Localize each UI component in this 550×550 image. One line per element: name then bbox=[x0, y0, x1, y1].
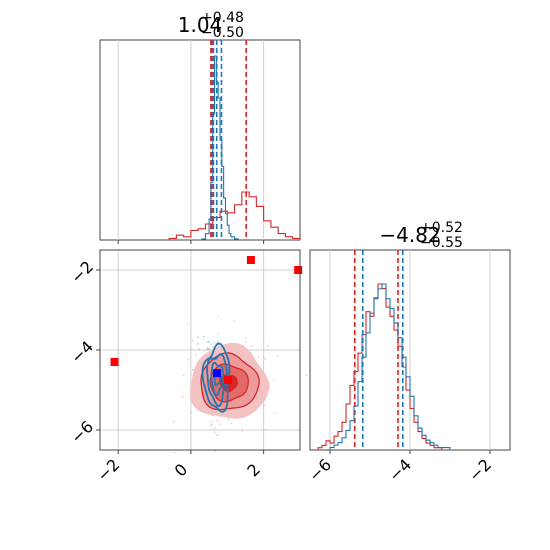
joint-scatter-red-62 bbox=[217, 315, 220, 318]
top-hist-series-0 bbox=[168, 191, 301, 240]
joint-scatter-blue-80 bbox=[208, 340, 211, 343]
joint-blue-contours bbox=[201, 342, 231, 413]
joint-marker-3 bbox=[224, 376, 232, 384]
joint-scatter-blue-62 bbox=[227, 418, 230, 421]
bottom-right-title-sup: +0.52 bbox=[420, 220, 463, 236]
joint-scatter-red-106 bbox=[266, 345, 269, 347]
joint-scatter-red-210 bbox=[216, 419, 219, 422]
joint-scatter-red-256 bbox=[213, 427, 216, 430]
bottom-right-title-sub: −0.55 bbox=[420, 235, 463, 251]
bottom-right-ticks: −6 −4 −2 bbox=[305, 450, 495, 485]
joint-scatter-red-0 bbox=[305, 374, 308, 376]
joint-scatter-red-30 bbox=[244, 336, 247, 339]
br-hist-series-0 bbox=[317, 283, 443, 450]
bottom-right-histograms bbox=[317, 250, 451, 450]
top-hist-series-1 bbox=[201, 55, 239, 240]
joint-xtick-label-0: −2 bbox=[93, 455, 123, 485]
joint-markers bbox=[110, 256, 303, 384]
top-left-title-sup: +0.48 bbox=[201, 10, 244, 26]
joint-scatter-red-138 bbox=[212, 414, 215, 417]
joint-marker-4 bbox=[213, 369, 222, 378]
joint-scatter-red-98 bbox=[274, 411, 276, 414]
joint-xtick-label-1: 0 bbox=[171, 460, 192, 481]
panel-top-left: 1.04 +0.48 −0.50 bbox=[99, 10, 301, 244]
joint-scatter-red-34 bbox=[250, 345, 253, 348]
joint-scatter-red-26 bbox=[273, 379, 276, 382]
joint-scatter-red-227 bbox=[240, 429, 243, 432]
bottom-right-title-main: −4.82 bbox=[379, 223, 440, 247]
joint-scatter-blue-45 bbox=[207, 341, 209, 344]
joint-scatter-red-196 bbox=[211, 345, 214, 348]
joint-grid bbox=[100, 250, 300, 450]
joint-scatter-red-5 bbox=[230, 422, 233, 425]
joint-scatter-red-215 bbox=[191, 339, 194, 342]
joint-scatter-blue-9 bbox=[194, 354, 197, 357]
joint-scatter-red-219 bbox=[264, 428, 266, 431]
panel-bottom-left: −2 0 2 −2 −4 −6 bbox=[67, 249, 308, 485]
bottom-right-grid bbox=[329, 250, 491, 450]
joint-scatter-blue-98 bbox=[191, 368, 194, 371]
joint-scatter-red-170 bbox=[187, 358, 190, 361]
top-left-histograms bbox=[168, 40, 301, 240]
joint-scatter-red-220 bbox=[233, 320, 235, 323]
joint-scatter-red-96 bbox=[263, 404, 265, 407]
joint-scatter-red-214 bbox=[209, 420, 212, 423]
br-xtick-label-1: −4 bbox=[385, 455, 415, 485]
top-left-grid bbox=[117, 40, 265, 244]
joint-scatter-red-176 bbox=[262, 429, 265, 432]
joint-scatter-red-194 bbox=[182, 395, 185, 398]
joint-scatter-blue-130 bbox=[204, 349, 207, 352]
joint-scatter-red-200 bbox=[216, 332, 219, 335]
joint-marker-1 bbox=[246, 256, 255, 264]
joint-scatter-blue-124 bbox=[217, 344, 220, 347]
joint-scatter-blue-3 bbox=[172, 420, 175, 423]
joint-scatter-blue-44 bbox=[213, 341, 216, 344]
joint-scatter-blue-169 bbox=[202, 335, 205, 338]
joint-scatter-blue-186 bbox=[207, 348, 209, 351]
joint-scatter-red-246 bbox=[264, 357, 267, 360]
br-hist-series-1 bbox=[329, 283, 451, 450]
joint-ytick-label-1: −4 bbox=[67, 337, 97, 367]
panel-bottom-right: −6 −4 −2 −4.82 +0.52 −0.55 bbox=[305, 220, 511, 485]
joint-scatter-red-231 bbox=[211, 423, 214, 425]
joint-xtick-label-2: 2 bbox=[243, 460, 264, 481]
joint-scatter-blue-106 bbox=[217, 340, 219, 343]
joint-ytick-label-0: −2 bbox=[67, 257, 97, 287]
top-left-title-sub: −0.50 bbox=[201, 25, 244, 41]
joint-scatter-red-86 bbox=[190, 412, 192, 414]
br-xtick-label-2: −2 bbox=[465, 455, 495, 485]
panel-top-left-frame bbox=[99, 39, 301, 241]
joint-scatter-red-104 bbox=[244, 340, 247, 343]
joint-marker-2 bbox=[294, 266, 303, 274]
joint-marker-0 bbox=[110, 358, 119, 366]
joint-scatter-red-195 bbox=[257, 356, 260, 358]
joint-scatter-red-29 bbox=[186, 323, 189, 326]
joint-scatter-red-204 bbox=[262, 420, 265, 423]
joint-scatter-red-53 bbox=[262, 337, 265, 340]
joint-scatter-blue-22 bbox=[210, 424, 213, 427]
joint-scatter-red-79 bbox=[277, 354, 279, 357]
joint-scatter-red-21 bbox=[190, 347, 192, 350]
joint-blue-contour-3 bbox=[201, 342, 231, 413]
joint-scatter-blue-14 bbox=[197, 343, 199, 345]
joint-scatter-blue-85 bbox=[197, 336, 200, 339]
joint-ytick-label-2: −6 bbox=[67, 417, 97, 447]
top-left-title: 1.04 bbox=[178, 13, 223, 37]
top-left-title-main: 1.04 bbox=[178, 13, 223, 37]
joint-blue-contour-1 bbox=[210, 361, 225, 397]
joint-scatter-red-213 bbox=[173, 451, 176, 454]
joint-scatter-blue-187 bbox=[216, 434, 219, 437]
joint-scatter-red-187 bbox=[214, 431, 216, 434]
joint-scatter-blue-90 bbox=[208, 348, 211, 350]
joint-scatter-red-244 bbox=[219, 423, 222, 426]
br-xtick-label-0: −6 bbox=[305, 455, 335, 485]
joint-scatter-blue-94 bbox=[210, 343, 212, 345]
bottom-right-title: −4.82 bbox=[379, 223, 440, 247]
joint-blue-contour-2 bbox=[206, 353, 228, 408]
joint-scatter-red-148 bbox=[182, 374, 185, 377]
joint-scatter-blue-119 bbox=[198, 348, 201, 351]
